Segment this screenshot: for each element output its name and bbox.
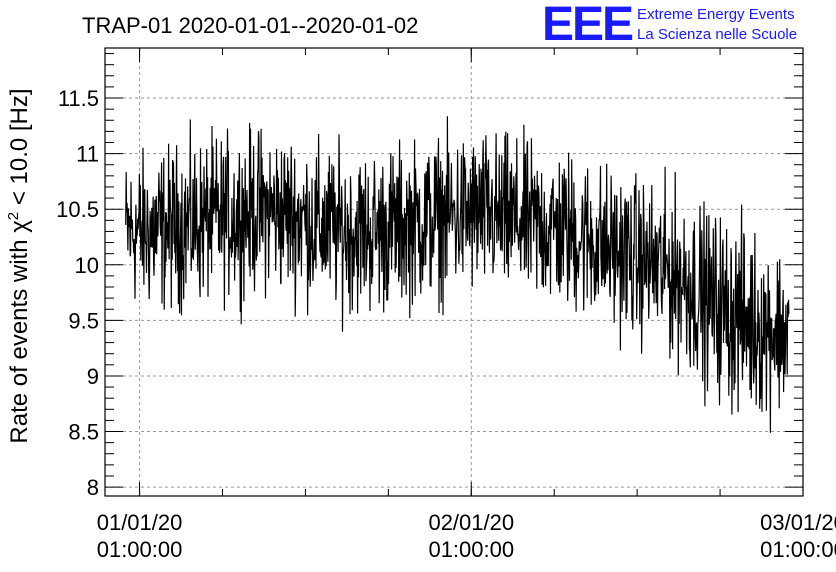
logo-line-2: La Scienza nelle Scuole	[637, 26, 797, 43]
axes	[104, 47, 804, 497]
series-rate-line	[125, 116, 790, 433]
y-tick-label: 8.5	[68, 420, 99, 445]
eee-logo: EEE Extreme Energy Events La Scienza nel…	[542, 0, 797, 51]
x-tick-label-time: 01:00:00	[97, 537, 183, 562]
logo-line-1: Extreme Energy Events	[637, 6, 795, 23]
y-tick-label: 10.5	[56, 197, 99, 222]
x-tick-label-date: 03/01/20	[760, 510, 836, 535]
y-tick-label: 8	[87, 475, 99, 500]
y-tick-label: 9.5	[68, 308, 99, 333]
y-tick-label: 11	[76, 142, 99, 167]
y-tick-labels: 8 8.5 9 9.5 10 10.5 11 11.5	[56, 86, 99, 500]
y-tick-label: 9	[87, 364, 99, 389]
x-tick-label-time: 01:00:00	[760, 537, 836, 562]
x-tick-label-date: 02/01/20	[428, 510, 514, 535]
chart-title: TRAP-01 2020-01-01--2020-01-02	[82, 13, 418, 38]
series-line	[125, 116, 790, 433]
x-tick-label-time: 01:00:00	[428, 537, 514, 562]
grid-lines	[105, 48, 804, 496]
y-tick-label: 11.5	[58, 86, 99, 111]
y-tick-label: 10	[75, 253, 99, 278]
y-axis-label: Rate of events with χ2 < 10.0 [Hz]	[5, 88, 33, 443]
x-tick-label-date: 01/01/20	[97, 510, 183, 535]
logo-mark: EEE	[542, 0, 633, 51]
plot-frame	[104, 47, 804, 497]
